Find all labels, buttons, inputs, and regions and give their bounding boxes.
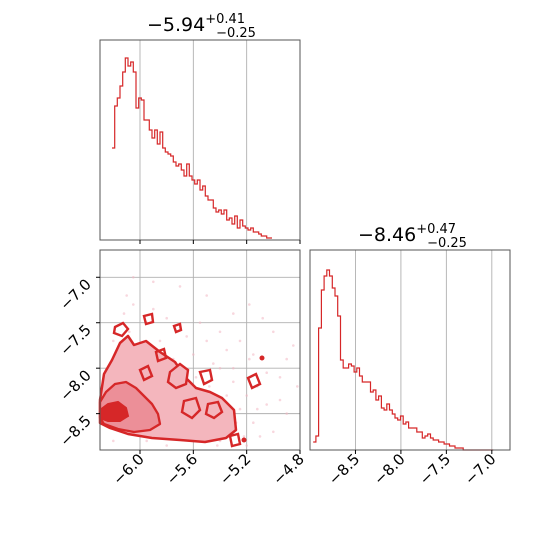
sample-point — [152, 280, 155, 284]
contour-island — [246, 372, 262, 390]
sample-point — [225, 394, 228, 397]
sample-point — [122, 312, 126, 315]
sample-point — [232, 366, 235, 370]
sample-point — [261, 316, 265, 320]
scatter-y-tick-label: −7.5 — [56, 321, 94, 359]
histogram-y-line — [313, 269, 494, 451]
sample-point — [272, 430, 275, 434]
sample-point — [255, 407, 259, 411]
scatter-y-tick-label: −8.0 — [56, 366, 94, 404]
sample-point — [132, 303, 135, 306]
sample-point — [198, 321, 202, 325]
sample-point — [292, 344, 295, 347]
contour-island — [112, 321, 130, 338]
sample-point — [125, 294, 128, 297]
sample-point — [278, 376, 282, 379]
histogram-y-frame — [309, 249, 511, 451]
marginal-histogram-y: −8.5 −8.0 −7.5 −7.0 −8.46+0.47 −0.25 — [309, 222, 511, 489]
sample-point — [185, 335, 188, 338]
sample-point — [272, 330, 275, 334]
marginal-histogram-x: −5.94+0.41 −0.25 — [99, 12, 301, 244]
histogram-y-x-tick-label: −8.0 — [370, 450, 408, 488]
sample-point — [245, 394, 248, 397]
sample-point — [285, 357, 289, 361]
histogram-y-x-tick-label: −8.5 — [325, 450, 363, 488]
sample-point — [205, 339, 208, 343]
histogram-y-title: −8.46+0.47 −0.25 — [358, 222, 467, 251]
histogram-x-frame — [99, 39, 301, 241]
sample-point — [194, 376, 198, 379]
sample-point — [178, 285, 182, 288]
histogram-y-x-tick-label: −7.5 — [416, 450, 454, 488]
sample-point — [248, 357, 251, 361]
scatter-x-tick-label: −4.8 — [269, 450, 307, 488]
sample-point — [158, 339, 162, 343]
sample-point — [248, 303, 251, 306]
sample-point — [258, 435, 262, 438]
sample-point — [265, 403, 269, 406]
contour-island — [172, 322, 183, 334]
scatter-y-tick-label: −7.0 — [56, 275, 94, 313]
sample-point — [152, 307, 155, 311]
sample-point — [165, 444, 168, 447]
scatter-frame — [99, 249, 301, 451]
sample-point — [216, 444, 219, 447]
sample-point — [242, 435, 246, 438]
sample-point — [245, 444, 248, 447]
histogram-y-x-tick-label: −7.0 — [461, 450, 499, 488]
sample-point — [112, 339, 115, 343]
sample-point — [132, 276, 135, 279]
sample-point — [238, 407, 242, 411]
sample-point — [128, 330, 131, 334]
scatter-contour-panel: −6.0 −5.6 −5.2 −4.8 −7.0 −7.5 −8.0 −8.5 — [56, 249, 308, 489]
contour-island — [204, 400, 224, 420]
contour-core — [99, 400, 130, 422]
sample-point — [252, 353, 255, 356]
density-contours — [98, 312, 265, 448]
sample-point — [192, 353, 195, 356]
sample-point — [165, 316, 168, 320]
contour-island — [142, 312, 155, 326]
histogram-x-line — [112, 57, 272, 239]
sample-point — [218, 366, 222, 370]
sample-point — [208, 385, 211, 388]
sample-point — [212, 362, 215, 365]
contour-island — [138, 364, 154, 382]
sample-point — [145, 439, 148, 443]
contour-island — [228, 432, 242, 448]
histogram-x-title: −5.94+0.41 −0.25 — [147, 12, 256, 41]
sample-point — [205, 294, 208, 297]
sample-point — [296, 385, 299, 388]
sample-point — [278, 398, 282, 402]
contour-dot — [241, 437, 247, 443]
contour-island — [154, 347, 168, 363]
scatter-x-tick-label: −5.2 — [216, 450, 254, 488]
contour-island — [180, 396, 202, 420]
sample-point — [112, 439, 115, 443]
sample-point — [252, 421, 255, 425]
sample-point — [218, 330, 222, 334]
scatter-x-tick-label: −6.0 — [109, 450, 147, 488]
sample-point — [285, 412, 289, 415]
contour-island — [198, 368, 214, 386]
sample-point — [232, 380, 235, 384]
sample-point — [238, 339, 242, 343]
scatter-y-tick-label: −8.5 — [56, 412, 94, 450]
scatter-x-tick-label: −5.6 — [163, 450, 201, 488]
sample-point — [265, 371, 269, 375]
sample-point — [232, 312, 235, 315]
contour-dot — [259, 355, 265, 361]
sample-point — [225, 348, 228, 352]
contour-island — [166, 362, 190, 390]
